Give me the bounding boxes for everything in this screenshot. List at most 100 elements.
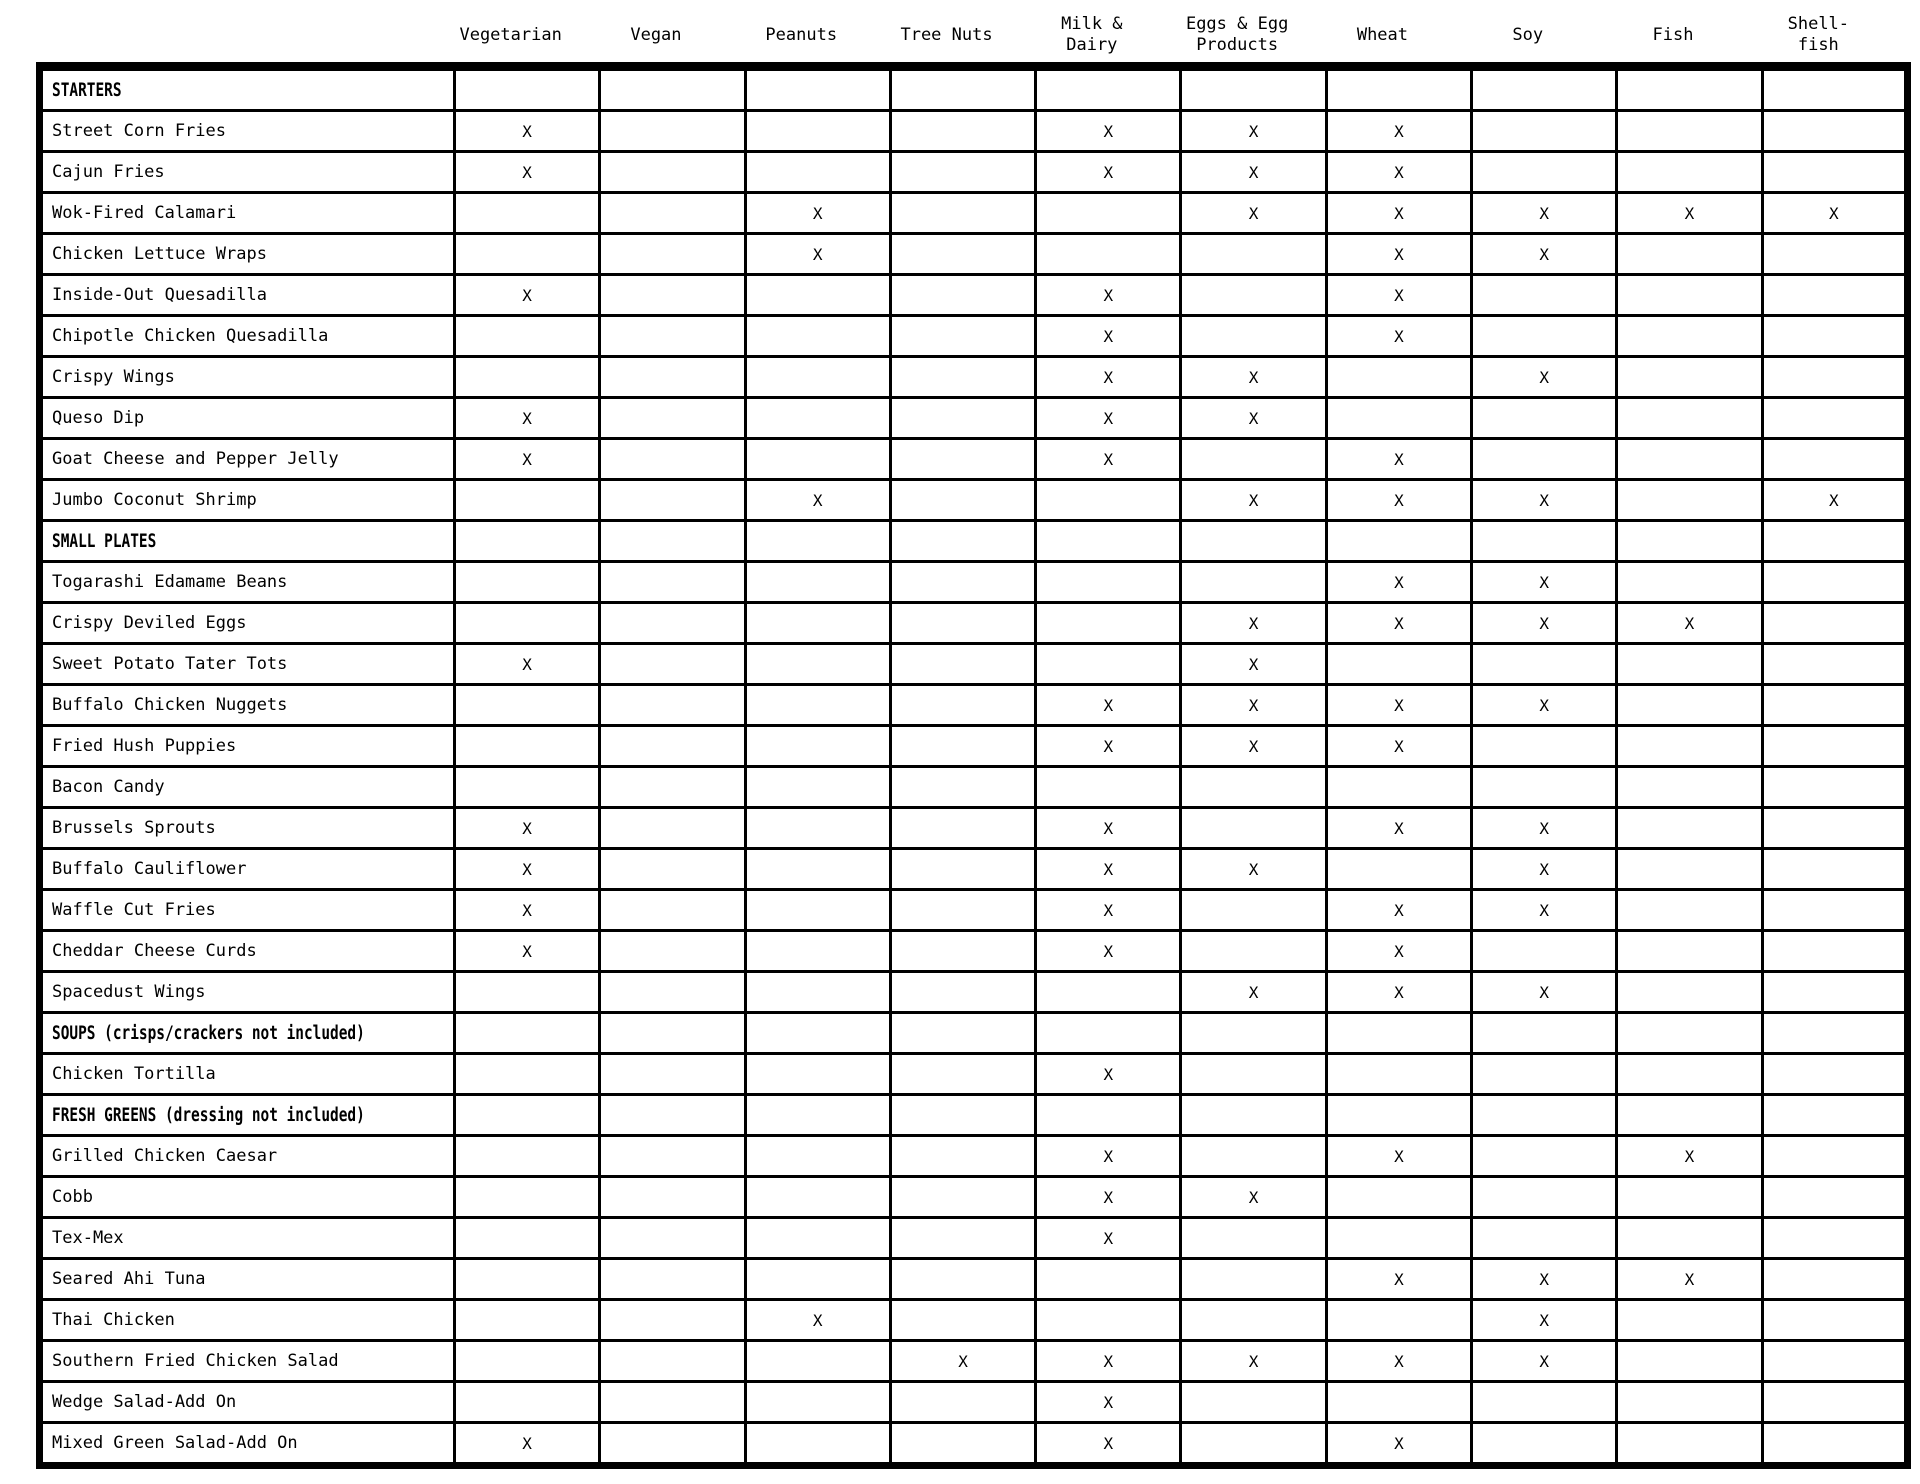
allergen-cell-peanuts	[743, 1052, 892, 1096]
allergen-cell-eggs-egg-products	[1179, 1093, 1328, 1137]
allergen-cell-vegetarian: X	[452, 929, 602, 973]
allergen-cell-soy: X	[1470, 191, 1619, 235]
allergen-cell-shellfish	[1760, 1421, 1909, 1467]
allergen-cell-milk-dairy: X	[1034, 1216, 1183, 1260]
allergen-cell-milk-dairy	[1034, 765, 1183, 809]
allergen-cell-tree-nuts	[888, 519, 1038, 563]
row-label-text: Brussels Sprouts	[52, 818, 216, 838]
table-row: Sweet Potato Tater Tots X X	[38, 642, 1909, 686]
allergen-cell-vegetarian: X	[452, 396, 602, 440]
allergen-cell-eggs-egg-products: X	[1179, 970, 1328, 1014]
allergen-cell-milk-dairy	[1034, 519, 1183, 563]
allergen-cell-wheat: X	[1324, 437, 1474, 481]
allergen-cell-wheat	[1324, 65, 1474, 112]
allergen-cell-vegetarian: X	[452, 273, 602, 317]
allergen-cell-fish	[1615, 478, 1764, 522]
allergen-cell-peanuts	[743, 1216, 892, 1260]
item-name-cell: Sweet Potato Tater Tots	[38, 642, 456, 686]
item-name-cell: Bacon Candy	[38, 765, 456, 809]
allergen-cell-wheat	[1324, 1093, 1474, 1137]
column-header-line: Vegan	[630, 24, 682, 45]
allergen-cell-milk-dairy: X	[1034, 1380, 1183, 1424]
allergen-table: STARTERS Street Corn Fries X X X X Cajun Fries…	[36, 62, 1911, 1469]
allergen-cell-vegetarian	[452, 478, 602, 522]
allergen-cell-soy	[1470, 1216, 1619, 1260]
table-row: Cajun Fries X X X X	[38, 150, 1909, 194]
allergen-cell-milk-dairy	[1034, 1093, 1183, 1137]
allergen-cell-eggs-egg-products: X	[1179, 355, 1328, 399]
allergen-cell-shellfish	[1760, 396, 1909, 440]
allergen-cell-shellfish	[1760, 601, 1909, 645]
allergen-cell-peanuts	[743, 1011, 892, 1055]
item-name-cell: Cobb	[38, 1175, 456, 1219]
allergen-cell-milk-dairy: X	[1034, 847, 1183, 891]
allergen-cell-peanuts: X	[743, 232, 892, 276]
allergen-cell-shellfish: X	[1760, 191, 1909, 235]
allergen-cell-wheat: X	[1324, 888, 1474, 932]
allergen-cell-peanuts	[743, 642, 892, 686]
allergen-cell-tree-nuts	[888, 765, 1038, 809]
allergen-cell-eggs-egg-products	[1179, 1216, 1328, 1260]
row-label-text: Crispy Deviled Eggs	[52, 613, 247, 633]
allergen-cell-soy: X	[1470, 232, 1619, 276]
allergen-cell-peanuts	[743, 765, 892, 809]
allergen-cell-peanuts	[743, 683, 892, 727]
section-label: FRESH GREENS (dressing not included)	[38, 1093, 456, 1137]
allergen-cell-soy	[1470, 519, 1619, 563]
allergen-cell-fish	[1615, 724, 1764, 768]
allergen-cell-vegan	[598, 560, 747, 604]
allergen-cell-peanuts	[743, 929, 892, 973]
allergen-cell-wheat: X	[1324, 191, 1474, 235]
allergen-cell-fish	[1615, 232, 1764, 276]
column-headers: Vegetarian Vegan Peanuts Tree Nuts Milk & Dai…	[43, 8, 1920, 62]
allergen-cell-tree-nuts	[888, 65, 1038, 112]
allergen-cell-vegan	[598, 847, 747, 891]
allergen-cell-wheat	[1324, 1052, 1474, 1096]
allergen-cell-eggs-egg-products: X	[1179, 109, 1328, 153]
allergen-cell-shellfish	[1760, 314, 1909, 358]
item-name-cell: Goat Cheese and Pepper Jelly	[38, 437, 456, 481]
allergen-cell-vegan	[598, 396, 747, 440]
allergen-cell-milk-dairy	[1034, 232, 1183, 276]
allergen-cell-vegan	[598, 109, 747, 153]
allergen-cell-fish	[1615, 273, 1764, 317]
allergen-cell-milk-dairy: X	[1034, 683, 1183, 727]
row-label-text: Togarashi Edamame Beans	[52, 572, 288, 592]
allergen-cell-eggs-egg-products	[1179, 1257, 1328, 1301]
allergen-cell-vegetarian	[452, 724, 602, 768]
allergen-cell-milk-dairy	[1034, 1011, 1183, 1055]
allergen-cell-milk-dairy	[1034, 642, 1183, 686]
allergen-cell-tree-nuts	[888, 1257, 1038, 1301]
allergen-cell-shellfish	[1760, 724, 1909, 768]
allergen-cell-wheat: X	[1324, 478, 1474, 522]
section-row: FRESH GREENS (dressing not included)	[38, 1093, 1909, 1137]
item-name-cell: Jumbo Coconut Shrimp	[38, 478, 456, 522]
allergen-cell-wheat	[1324, 765, 1474, 809]
item-name-cell: Southern Fried Chicken Salad	[38, 1339, 456, 1383]
column-header-line: Milk &	[1061, 14, 1123, 34]
allergen-cell-fish	[1615, 1052, 1764, 1096]
allergen-cell-peanuts	[743, 273, 892, 317]
allergen-cell-vegan	[598, 806, 747, 850]
column-header-tree-nuts: Tree Nuts	[874, 25, 1019, 46]
allergen-cell-shellfish	[1760, 1380, 1909, 1424]
allergen-cell-peanuts	[743, 601, 892, 645]
item-name-cell: Waffle Cut Fries	[38, 888, 456, 932]
row-label-text: Cajun Fries	[52, 162, 165, 182]
allergen-cell-milk-dairy: X	[1034, 396, 1183, 440]
column-header-line: Vegetarian	[459, 24, 562, 45]
allergen-cell-vegan	[598, 765, 747, 809]
allergen-cell-tree-nuts	[888, 1134, 1038, 1178]
allergen-cell-vegan	[598, 232, 747, 276]
allergen-cell-shellfish: X	[1760, 478, 1909, 522]
column-header-line: Eggs & Egg	[1185, 14, 1289, 34]
allergen-cell-peanuts	[743, 314, 892, 358]
allergen-cell-vegan	[598, 601, 747, 645]
allergen-cell-soy	[1470, 1011, 1619, 1055]
allergen-cell-tree-nuts: X	[888, 1339, 1038, 1383]
row-label-text: Thai Chicken	[52, 1310, 175, 1330]
column-header-milk-dairy: Milk & Dairy	[1019, 14, 1164, 56]
table-row: Bacon Candy	[38, 765, 1909, 809]
allergen-cell-peanuts	[743, 888, 892, 932]
allergen-cell-eggs-egg-products: X	[1179, 683, 1328, 727]
